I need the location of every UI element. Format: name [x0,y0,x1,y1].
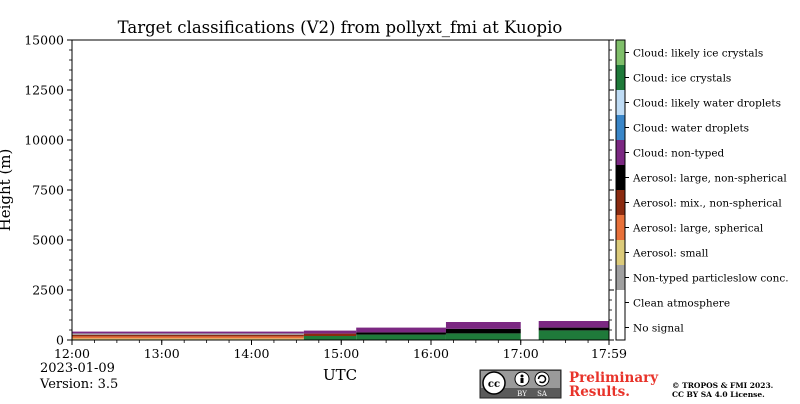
y-tick-label: 12500 [24,83,64,98]
legend-swatch [616,315,625,340]
x-axis: 12:00 13:00 14:00 15:00 16:00 17:00 17:59 [54,340,627,361]
copyright-line2: CC BY SA 4.0 License. [672,390,765,399]
cc-icon [482,371,506,395]
y-tick-label: 7500 [32,183,64,198]
class-layer-1-2 [303,330,357,334]
legend-label: Cloud: likely ice crystals [633,48,763,60]
class-layer-1-1 [303,333,357,336]
legend-label: Aerosol: large, non-spherical [632,173,787,185]
y-tick-label: 2500 [32,283,64,298]
y-tick-label: 0 [56,333,64,348]
x-tick-label: 15:00 [323,346,359,361]
class-layer-0-0 [72,338,304,340]
by-text: BY [517,390,527,398]
legend-swatch [616,140,625,165]
x-tick-label: 14:00 [233,346,269,361]
legend-colorbar: Cloud: likely ice crystals Cloud: ice cry… [615,39,789,341]
legend-label: Cloud: water droplets [633,123,749,135]
legend-swatch [616,240,625,265]
x-tick-label: 12:00 [54,346,90,361]
class-layer-4-0 [538,330,609,340]
preliminary-line2: Results. [569,384,630,400]
legend-label: Aerosol: small [632,248,709,260]
legend-swatch [616,190,625,215]
legend-label: Cloud: likely water droplets [633,98,781,110]
class-layer-4-1 [538,327,609,331]
class-layer-0-1 [72,336,304,339]
x-tick-label: 13:00 [144,346,180,361]
legend-label: No signal [633,323,684,335]
cc-icon-text: cc [488,379,500,390]
legend-label: Cloud: ice crystals [633,73,731,85]
legend-frame [615,39,626,341]
legend-label: Non-typed particleslow conc. [633,273,789,285]
class-layer-2-0 [356,334,446,340]
class-layer-4-2 [538,321,609,328]
cc-license-badge: cc BY SA [479,369,562,399]
x-tick-label: 17:59 [591,346,627,361]
legend-swatch [616,265,625,290]
legend-label: Clean atmosphere [633,298,730,310]
legend-swatch [616,215,625,240]
x-tick-label: 16:00 [413,346,449,361]
y-tick-label: 10000 [24,133,64,148]
sa-icon [534,371,550,387]
y-tick-label: 15000 [24,33,64,48]
class-layer-3-1 [445,328,521,334]
class-layer-2-1 [356,332,446,335]
x-tick-label: 17:00 [503,346,539,361]
sa-text: SA [537,390,548,398]
legend-swatch [616,40,625,65]
class-layer-3-0 [445,333,521,340]
preliminary-line1: Preliminary [569,370,659,386]
legend-swatch [616,115,625,140]
legend-swatch [616,90,625,115]
copyright-line1: © TROPOS & FMI 2023. [672,381,773,390]
class-layer-0-2 [72,334,304,337]
legend-swatch [616,65,625,90]
legend-swatch [616,165,625,190]
legend-label: Aerosol: large, spherical [632,223,764,235]
y-axis-label: Height (m) [0,149,14,232]
plot-frame [71,39,610,341]
legend-swatch [616,290,625,315]
x-axis-label: UTC [323,366,357,384]
class-layer-0-4 [72,331,304,334]
class-layer-1-0 [303,336,357,340]
legend-label: Cloud: non-typed [633,148,725,160]
class-layer-2-2 [356,327,446,333]
class-layer-3-2 [445,322,521,329]
chart-title: Target classifications (V2) from pollyxt… [118,18,563,37]
y-axis: 0 2500 5000 7500 10000 12500 15000 [24,33,614,348]
date-label: 2023-01-09 [40,361,115,376]
legend-label: Aerosol: mix., non-spherical [632,198,782,210]
class-layer-0-3 [72,333,304,335]
y-tick-label: 5000 [32,233,64,248]
version-label: Version: 3.5 [39,377,118,392]
plot-area [71,39,610,341]
